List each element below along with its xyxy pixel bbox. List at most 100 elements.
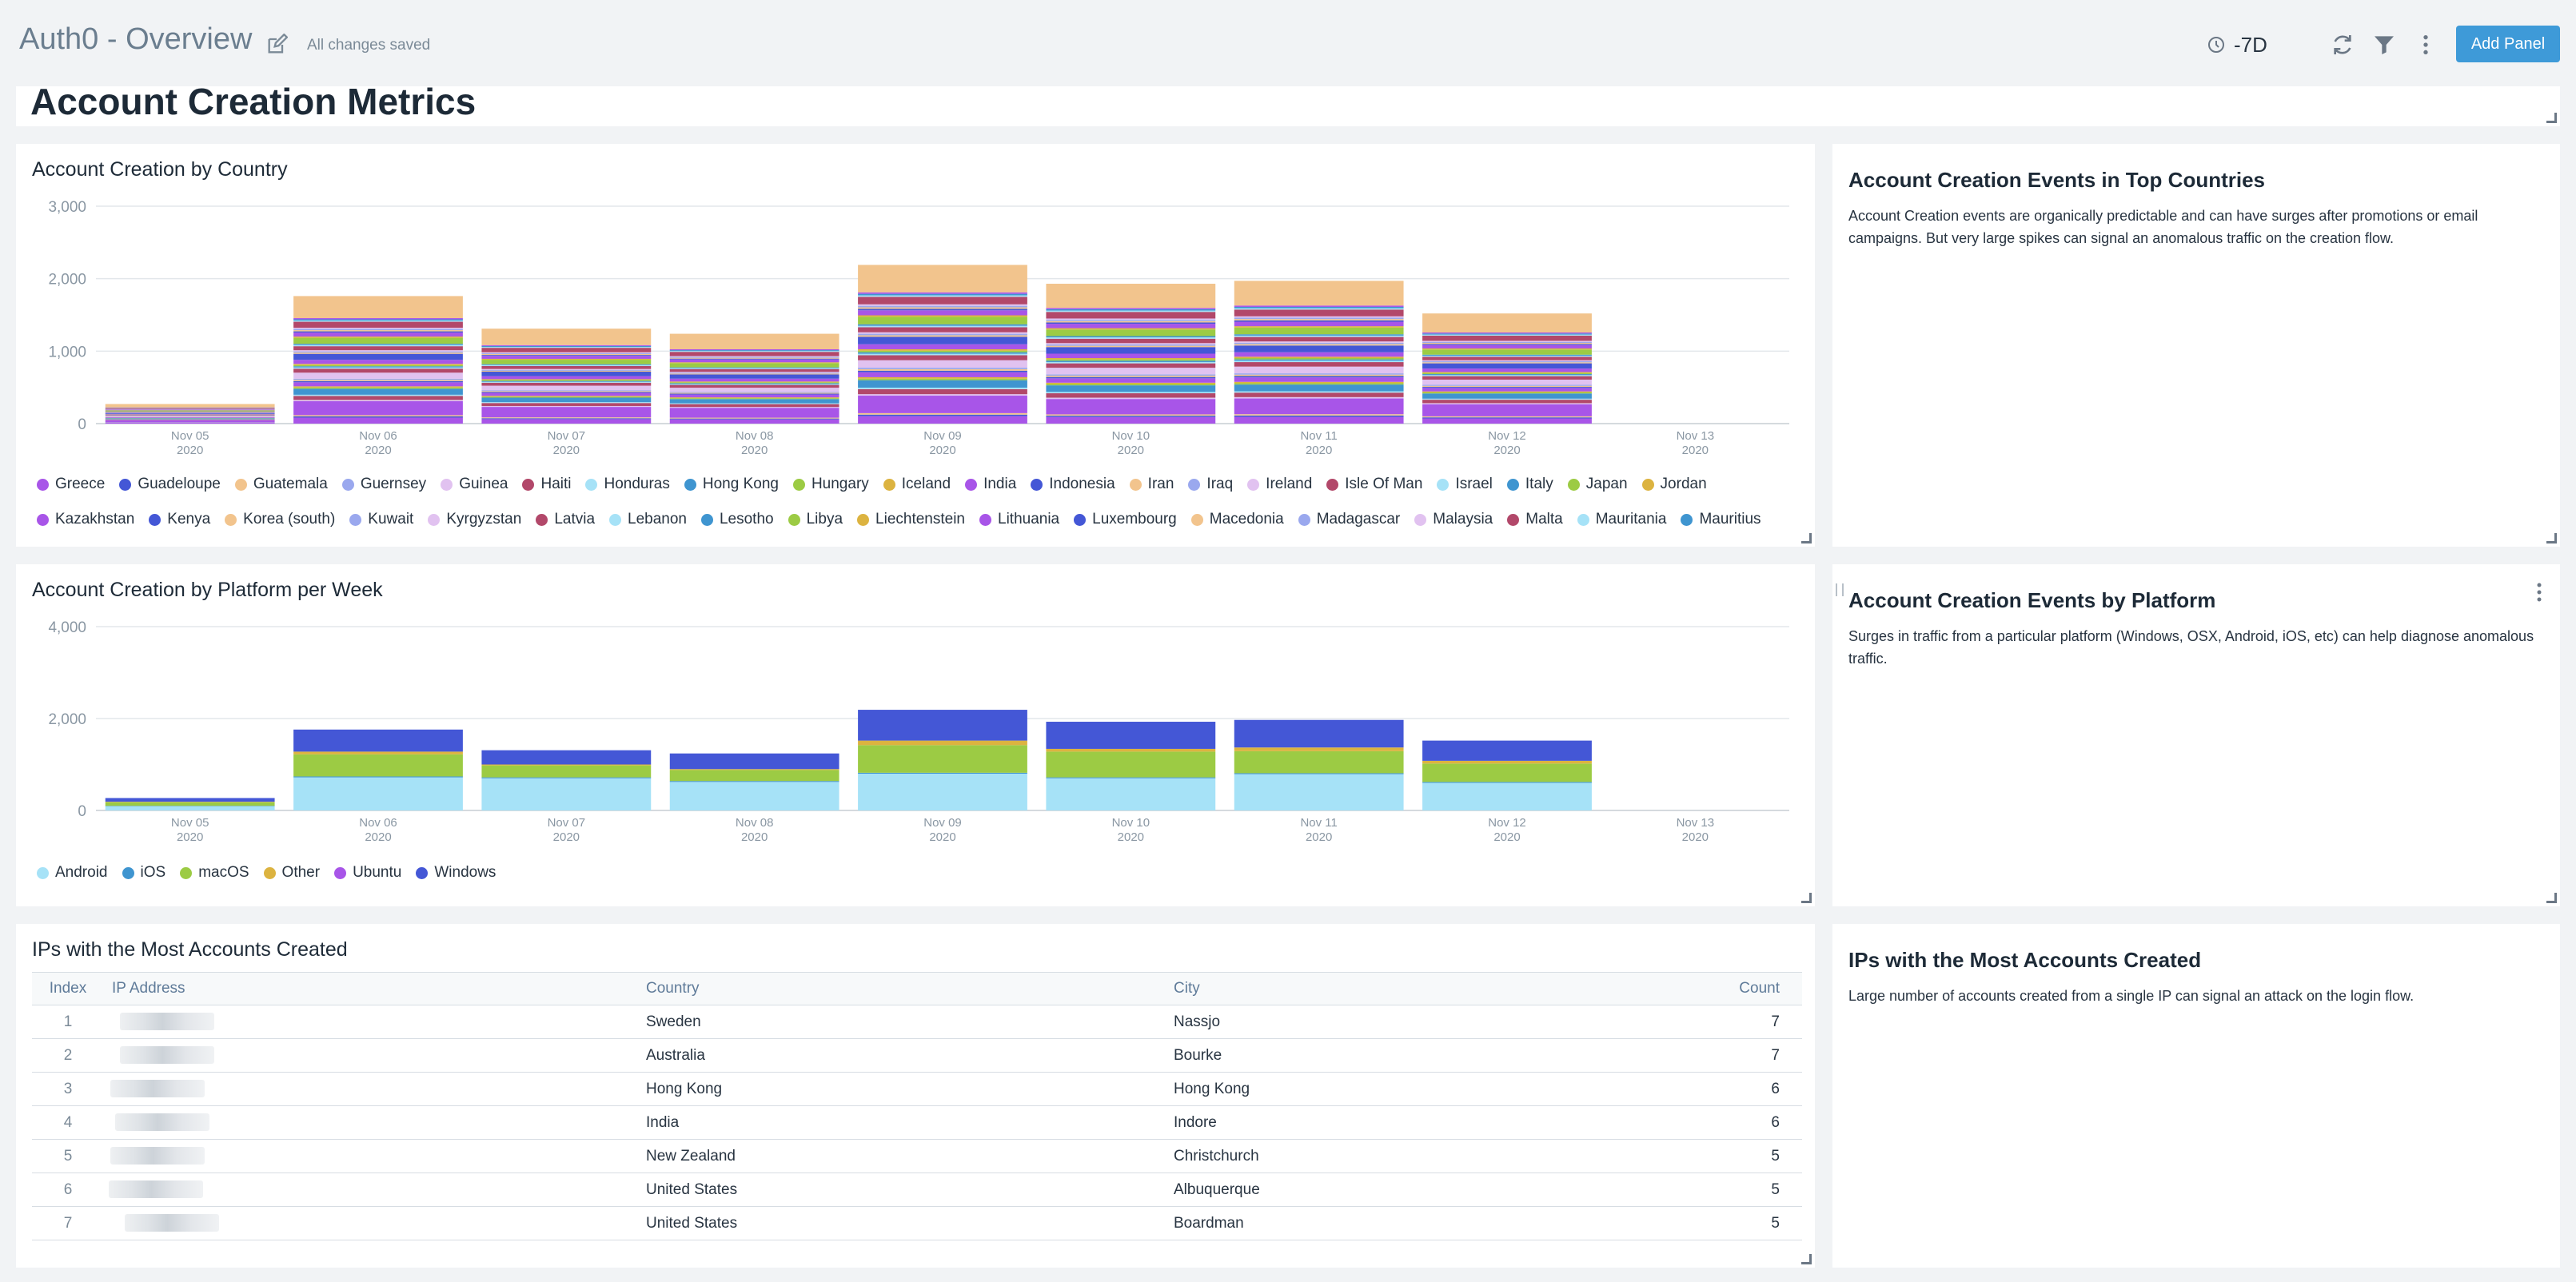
bar-segment[interactable] [481,348,652,352]
bar-segment[interactable] [1046,384,1216,386]
panel-menu-icon[interactable] [2530,580,2549,604]
bar-segment[interactable] [481,355,652,356]
bar-segment[interactable] [1234,352,1404,357]
bar-segment[interactable] [1234,336,1404,342]
bar-segment[interactable] [669,357,839,359]
bar-segment[interactable] [1046,320,1216,321]
bar-segment[interactable] [1046,328,1216,330]
bar-segment-windows[interactable] [858,710,1027,741]
legend-item[interactable]: Macedonia [1190,510,1284,529]
bar-segment[interactable] [1422,404,1592,416]
legend-item[interactable]: Lesotho [700,510,774,529]
table-row[interactable]: 1 Sweden Nassjo 7 [32,1005,1802,1039]
bar-segment[interactable] [105,409,275,411]
bar-segment[interactable] [1422,335,1592,341]
bar-segment[interactable] [1234,326,1404,328]
bar-segment-ios[interactable] [293,776,463,778]
bar-segment[interactable] [858,416,1027,424]
bar-segment[interactable] [293,331,463,333]
bar-segment[interactable] [293,364,463,365]
bar-segment[interactable] [1422,403,1592,404]
bar-segment[interactable] [1046,359,1216,361]
bar-segment[interactable] [669,408,839,418]
bar-segment[interactable] [858,372,1027,377]
legend-item[interactable]: Kuwait [349,510,413,529]
bar-segment[interactable] [293,364,463,367]
bar-segment[interactable] [858,360,1027,368]
bar-segment[interactable] [1422,334,1592,336]
bar-segment[interactable] [1422,398,1592,400]
legend-item[interactable]: Libya [788,510,843,529]
bar-segment[interactable] [481,360,652,364]
bar-segment[interactable] [481,392,652,396]
bar-segment[interactable] [858,335,1027,337]
bar-segment[interactable] [858,317,1027,324]
bar-segment[interactable] [1046,368,1216,375]
bar-segment[interactable] [293,372,463,379]
bar-segment-android[interactable] [858,774,1027,810]
bar-segment[interactable] [293,320,463,322]
bar-segment[interactable] [669,368,839,372]
table-row[interactable]: 7 United States Boardman 5 [32,1206,1802,1240]
bar-segment[interactable] [858,336,1027,344]
bar-segment[interactable] [105,413,275,415]
bar-segment[interactable] [1422,379,1592,385]
bar-segment[interactable] [293,396,463,400]
bar-segment[interactable] [858,292,1027,294]
bar-segment[interactable] [1234,384,1404,392]
bar-segment[interactable] [669,388,839,392]
bar-segment[interactable] [293,350,463,352]
bar-segment-other[interactable] [481,764,652,766]
bar-segment[interactable] [1046,416,1216,417]
bar-segment[interactable] [481,344,652,346]
bar-segment[interactable] [481,390,652,392]
bar-segment-ios[interactable] [1234,773,1404,774]
bar-segment[interactable] [1046,416,1216,424]
add-panel-button[interactable]: Add Panel [2456,26,2560,62]
bar-segment[interactable] [481,364,652,366]
resize-handle[interactable] [1801,533,1812,543]
bar-segment-macos[interactable] [293,754,463,777]
bar-segment[interactable] [1046,361,1216,364]
bar-segment[interactable] [669,351,839,352]
bar-segment-macos[interactable] [669,770,839,782]
bar-segment[interactable] [858,370,1027,372]
bar-segment[interactable] [1234,334,1404,336]
bar-segment-windows[interactable] [1422,740,1592,761]
bar-segment[interactable] [293,400,463,401]
bar-segment[interactable] [858,305,1027,308]
bar-segment[interactable] [858,414,1027,416]
bar-segment[interactable] [481,352,652,353]
bar-segment[interactable] [858,297,1027,305]
bar-segment[interactable] [858,412,1027,415]
bar-segment[interactable] [1234,359,1404,361]
bar-segment[interactable] [293,336,463,338]
bar-segment[interactable] [858,388,1027,395]
bar-segment[interactable] [1422,393,1592,399]
bar-segment[interactable] [481,417,652,419]
bar-segment[interactable] [293,382,463,387]
bar-segment[interactable] [858,348,1027,351]
bar-segment[interactable] [858,376,1027,379]
bar-segment[interactable] [669,404,839,408]
bar-segment[interactable] [105,404,275,408]
bar-segment[interactable] [1422,384,1592,386]
bar-segment[interactable] [858,368,1027,369]
bar-segment[interactable] [858,310,1027,316]
column-header-city[interactable]: City [1166,972,1693,1005]
bar-segment[interactable] [1046,397,1216,400]
bar-segment-windows[interactable] [1234,719,1404,748]
legend-item[interactable]: Indonesia [1031,475,1115,494]
bar-segment[interactable] [669,398,839,400]
bar-segment[interactable] [481,352,652,354]
bar-segment[interactable] [669,372,839,374]
bar-segment[interactable] [293,416,463,418]
bar-segment[interactable] [1046,284,1216,309]
legend-item[interactable]: Mauritania [1577,510,1666,529]
bar-segment[interactable] [1234,398,1404,415]
bar-segment-android[interactable] [1234,774,1404,810]
bar-segment[interactable] [293,319,463,321]
bar-segment[interactable] [1422,385,1592,388]
bar-segment-windows[interactable] [1046,722,1216,749]
table-row[interactable]: 6 United States Albuquerque 5 [32,1173,1802,1207]
